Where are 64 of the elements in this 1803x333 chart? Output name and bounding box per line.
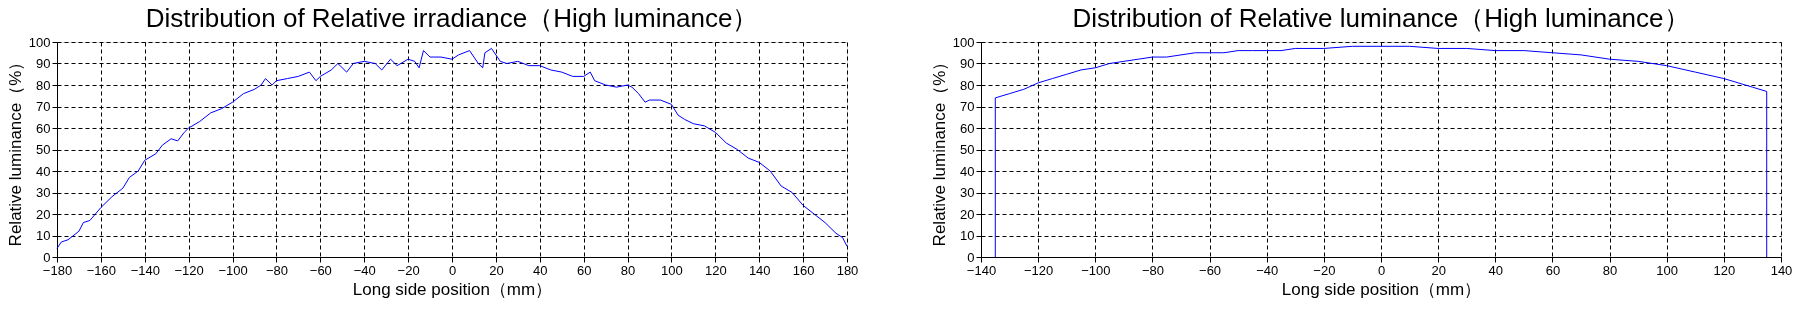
line-series <box>994 45 1768 258</box>
y-axis-title: Relative luminance（%） <box>929 53 949 247</box>
chart-title: Distribution of Relative luminance（High luminance） <box>1072 3 1690 33</box>
x-tick-label: −120 <box>1023 262 1054 278</box>
y-tick-label: 100 <box>952 34 975 50</box>
x-tick-label: 100 <box>661 262 683 278</box>
y-tick-label: 0 <box>43 249 51 265</box>
x-tick-label: 120 <box>704 262 727 278</box>
x-tick-label: −180 <box>42 262 73 278</box>
x-tick-label: −60 <box>309 262 332 278</box>
chart-title: Distribution of Relative irradiance（High luminance） <box>145 3 759 33</box>
y-tick-label: 100 <box>28 34 51 50</box>
x-tick-label: −80 <box>1141 262 1164 278</box>
x-tick-label: −80 <box>265 262 288 278</box>
x-tick-label: −120 <box>174 262 204 278</box>
x-tick-label: −40 <box>1256 262 1279 278</box>
x-axis-title: Long side position（mm） <box>352 279 553 299</box>
x-tick-label: 40 <box>1488 262 1504 278</box>
x-tick-label: −140 <box>130 262 160 278</box>
x-axis-title: Long side position（mm） <box>1281 279 1482 299</box>
line-series <box>56 47 848 249</box>
x-tick-label: 140 <box>748 262 771 278</box>
x-tick-label: −20 <box>1313 262 1336 278</box>
y-axis-title: Relative luminance（%） <box>5 53 25 247</box>
x-tick-label: 60 <box>576 262 592 278</box>
y-tick-label: 20 <box>36 206 51 222</box>
y-tick-label: 10 <box>36 228 51 243</box>
x-tick-label: −100 <box>1081 262 1111 278</box>
y-tick-label: 30 <box>36 185 51 200</box>
x-tick-label: 60 <box>1545 262 1561 278</box>
x-tick-label: −100 <box>218 262 248 278</box>
y-tick-label: 10 <box>960 228 975 243</box>
y-tick-label: 50 <box>36 142 51 157</box>
x-tick-label: 180 <box>836 262 859 278</box>
y-tick-label: 80 <box>960 77 975 93</box>
x-tick-label: 120 <box>1713 262 1736 278</box>
y-tick-label: 80 <box>36 77 51 93</box>
y-tick-label: 90 <box>960 56 975 71</box>
y-tick-label: 60 <box>36 120 51 136</box>
y-tick-label: 70 <box>36 99 51 114</box>
x-tick-label: −60 <box>1199 262 1222 278</box>
x-tick-label: 100 <box>1656 262 1679 278</box>
x-tick-label: 140 <box>1770 262 1793 278</box>
x-tick-label: 80 <box>1602 262 1618 278</box>
y-tick-label: 50 <box>960 142 975 157</box>
y-tick-label: 90 <box>36 56 51 71</box>
y-tick-label: 70 <box>960 99 975 114</box>
x-tick-label: −160 <box>86 262 117 278</box>
y-tick-label: 60 <box>960 120 975 136</box>
y-tick-label: 40 <box>960 163 975 179</box>
x-tick-label: 20 <box>489 262 504 278</box>
x-tick-label: 0 <box>448 262 457 278</box>
x-tick-label: 0 <box>1377 262 1386 278</box>
x-tick-label: −40 <box>353 262 376 278</box>
x-tick-label: 160 <box>792 262 815 278</box>
x-tick-label: −140 <box>966 262 997 278</box>
x-tick-label: −20 <box>397 262 420 278</box>
y-tick-label: 0 <box>967 249 975 265</box>
x-tick-label: 20 <box>1431 262 1446 278</box>
y-tick-label: 20 <box>960 206 975 222</box>
y-tick-label: 30 <box>960 185 975 200</box>
x-tick-label: 80 <box>620 262 636 278</box>
y-tick-label: 40 <box>36 163 51 179</box>
x-tick-label: 40 <box>533 262 548 278</box>
